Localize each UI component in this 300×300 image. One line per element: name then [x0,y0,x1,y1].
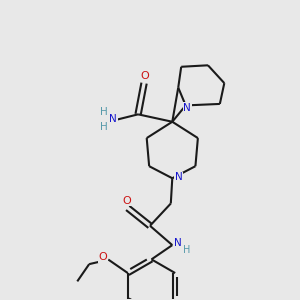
Text: H: H [183,245,190,256]
Text: O: O [99,252,107,262]
Text: N: N [109,114,117,124]
Text: N: N [175,172,183,182]
Text: H: H [100,107,108,117]
Text: N: N [174,238,182,248]
Text: O: O [122,196,131,206]
Text: H: H [100,122,108,132]
Text: O: O [140,71,149,81]
Text: N: N [183,103,191,113]
